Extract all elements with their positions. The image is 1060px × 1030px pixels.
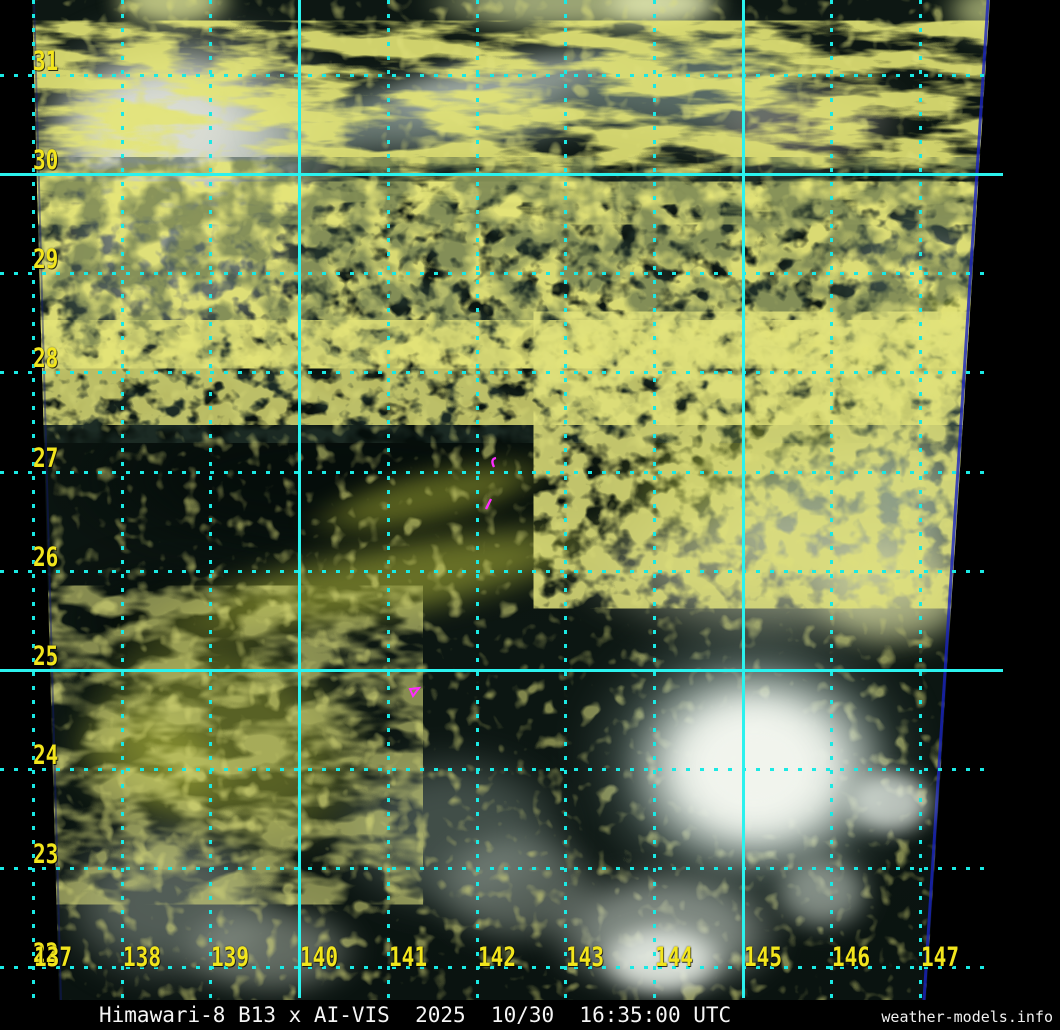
- lat-label-31: 31: [33, 46, 59, 77]
- lon-label-137: 137: [34, 942, 73, 973]
- lon-label-147: 147: [921, 942, 960, 973]
- lat-line-31: [0, 74, 988, 77]
- lon-label-140: 140: [300, 942, 339, 973]
- lat-line-27: [0, 470, 988, 474]
- lon-label-144: 144: [654, 942, 693, 973]
- lat-label-30: 30: [33, 145, 59, 177]
- cloud-blob: [664, 692, 844, 842]
- island-marker-iwojima: [408, 686, 422, 698]
- lat-line-28: [0, 371, 988, 375]
- lon-line-139: [209, 0, 213, 998]
- lon-line-142: [475, 0, 479, 998]
- lat-label-24: 24: [33, 740, 59, 772]
- lat-label-26: 26: [33, 541, 59, 573]
- watermark: weather-models.info: [881, 1008, 1053, 1026]
- lat-line-22: [0, 966, 988, 970]
- lon-line-143: [564, 0, 568, 998]
- lon-label-138: 138: [122, 942, 161, 973]
- lat-label-29: 29: [33, 244, 59, 276]
- lon-line-146: [830, 0, 834, 998]
- lat-line-30: [0, 173, 1003, 177]
- cloud-blob: [840, 765, 940, 840]
- lat-label-27: 27: [33, 442, 59, 474]
- lon-label-142: 142: [477, 942, 516, 973]
- island-marker-chichijima: [491, 456, 497, 468]
- lon-line-145: [741, 0, 745, 998]
- lat-line-26: [0, 569, 988, 573]
- lon-label-146: 146: [832, 942, 871, 973]
- lon-line-144: [652, 0, 656, 998]
- lat-line-29: [0, 272, 988, 276]
- lat-label-25: 25: [33, 640, 59, 672]
- latlon-labels: 31 30 29 28 27 26 25 24 23 22 137 138 139 140 141 142 14…: [33, 46, 960, 973]
- lon-line-140: [298, 0, 302, 998]
- lon-label-139: 139: [211, 942, 250, 973]
- lon-label-141: 141: [388, 942, 427, 973]
- caption-bar: Himawari-8 B13 x AI-VIS 2025 10/30 16:35…: [0, 1000, 1060, 1030]
- island-marker-hahajima: [484, 498, 493, 510]
- lat-label-23: 23: [33, 839, 59, 871]
- latlon-grid: [0, 0, 1003, 998]
- lat-line-23: [0, 867, 988, 871]
- lon-line-138: [120, 0, 124, 998]
- lat-line-24: [0, 768, 988, 772]
- lon-line-137: [32, 0, 35, 998]
- image-caption: Himawari-8 B13 x AI-VIS 2025 10/30 16:35…: [99, 1003, 732, 1027]
- swath-right-edge: [922, 0, 990, 1000]
- swath-left-edge: [33, 0, 62, 1000]
- cloud-blob: [595, 920, 730, 1000]
- lon-label-143: 143: [566, 942, 605, 973]
- lat-line-25: [0, 668, 1003, 672]
- cloud-blob: [770, 850, 875, 935]
- lat-label-28: 28: [33, 343, 59, 375]
- lon-line-141: [386, 0, 390, 998]
- lat-label-22: 22: [33, 938, 59, 970]
- lon-label-145: 145: [743, 942, 782, 973]
- lon-line-147: [919, 0, 922, 998]
